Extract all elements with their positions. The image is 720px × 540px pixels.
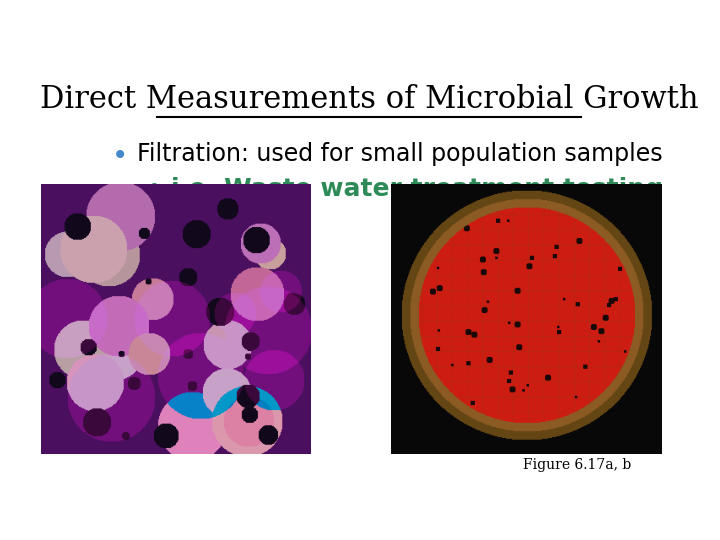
- Text: •: •: [145, 177, 161, 201]
- Text: i.e. Waste water treatment testing: i.e. Waste water treatment testing: [171, 177, 663, 201]
- Text: •: •: [112, 141, 129, 170]
- Text: Figure 6.17a, b: Figure 6.17a, b: [523, 458, 631, 472]
- Text: Direct Measurements of Microbial Growth: Direct Measurements of Microbial Growth: [40, 84, 698, 114]
- Text: Filtration: used for small population samples: Filtration: used for small population sa…: [138, 141, 663, 166]
